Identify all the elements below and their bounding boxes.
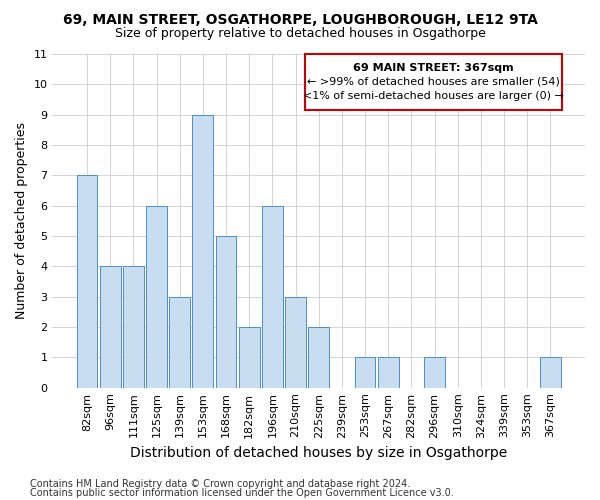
Bar: [169, 296, 190, 388]
Bar: [146, 206, 167, 388]
X-axis label: Distribution of detached houses by size in Osgathorpe: Distribution of detached houses by size …: [130, 446, 508, 460]
Bar: [355, 358, 376, 388]
Bar: [424, 358, 445, 388]
Bar: [193, 114, 214, 388]
Bar: [262, 206, 283, 388]
Text: <1% of semi-detached houses are larger (0) →: <1% of semi-detached houses are larger (…: [303, 92, 564, 102]
Text: Contains public sector information licensed under the Open Government Licence v3: Contains public sector information licen…: [30, 488, 454, 498]
Bar: [285, 296, 306, 388]
Bar: [123, 266, 144, 388]
Bar: [215, 236, 236, 388]
Bar: [308, 327, 329, 388]
Bar: [77, 176, 97, 388]
Bar: [378, 358, 398, 388]
Text: Contains HM Land Registry data © Crown copyright and database right 2024.: Contains HM Land Registry data © Crown c…: [30, 479, 410, 489]
Text: 69, MAIN STREET, OSGATHORPE, LOUGHBOROUGH, LE12 9TA: 69, MAIN STREET, OSGATHORPE, LOUGHBOROUG…: [62, 12, 538, 26]
Bar: [305, 54, 562, 110]
Y-axis label: Number of detached properties: Number of detached properties: [15, 122, 28, 320]
Bar: [100, 266, 121, 388]
Bar: [540, 358, 561, 388]
Text: ← >99% of detached houses are smaller (54): ← >99% of detached houses are smaller (5…: [307, 76, 560, 86]
Bar: [239, 327, 260, 388]
Text: 69 MAIN STREET: 367sqm: 69 MAIN STREET: 367sqm: [353, 62, 514, 72]
Text: Size of property relative to detached houses in Osgathorpe: Size of property relative to detached ho…: [115, 28, 485, 40]
